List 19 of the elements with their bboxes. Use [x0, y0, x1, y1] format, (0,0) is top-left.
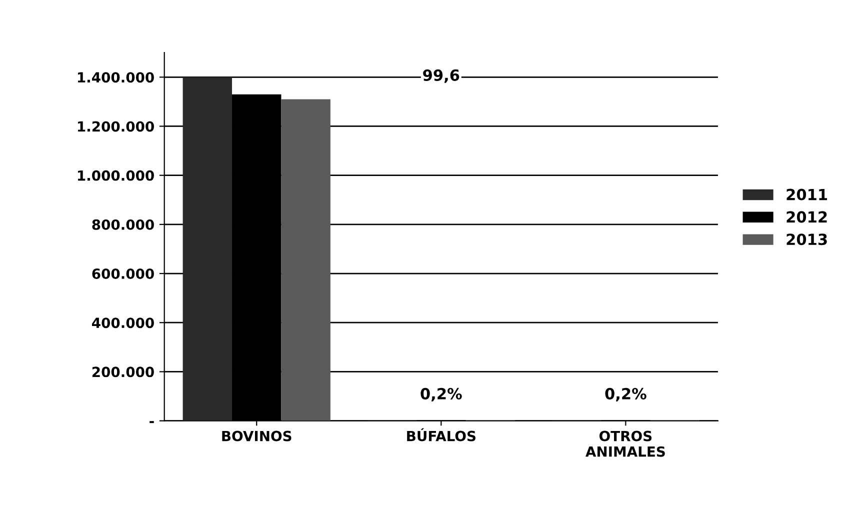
annotation: 0,2%	[420, 388, 462, 402]
x-tick-label: BÚFALOS	[407, 428, 476, 442]
annotation: 99,6	[423, 69, 460, 83]
y-tick-label: 600.000	[92, 268, 154, 279]
bar	[182, 77, 232, 421]
y-tick-label: 200.000	[92, 366, 154, 378]
x-tick-label: BOVINOS	[222, 430, 292, 442]
y-tick-label: 1.400.000	[78, 72, 154, 83]
y-tick-label: -	[150, 421, 154, 424]
y-tick-label: 1.200.000	[78, 121, 154, 132]
annotation: 0,2%	[605, 388, 646, 402]
legend-label: 2011	[786, 188, 828, 200]
legend-label: 2013	[786, 234, 827, 246]
x-tick-label: OTROS ANIMALES	[586, 430, 665, 457]
legend-label: 2012	[786, 211, 827, 223]
y-tick-label: 400.000	[92, 318, 154, 328]
y-tick-label: 1.000.000	[78, 170, 154, 181]
bar	[281, 99, 330, 421]
y-tick-label: 800.000	[92, 219, 154, 230]
